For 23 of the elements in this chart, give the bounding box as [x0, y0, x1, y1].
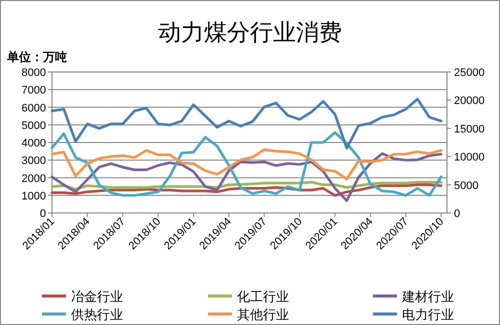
y2-tick-label: 20000: [454, 95, 485, 108]
y-tick-label: 6000: [22, 102, 46, 114]
y-axis-title: 单位：万吨: [6, 50, 67, 64]
y-tick-label: 4000: [22, 138, 46, 150]
y-tick-label: 8000: [22, 67, 46, 79]
legend-label: 冶金行业: [71, 289, 123, 304]
y2-tick-label: 0: [454, 208, 460, 220]
legend-label: 化工行业: [237, 289, 289, 304]
y-tick-label: 3000: [22, 155, 46, 168]
legend-label: 建材行业: [401, 289, 454, 304]
y2-tick-label: 5000: [454, 180, 478, 192]
y-tick-label: 1000: [22, 190, 46, 202]
y-tick-label: 0: [40, 208, 46, 220]
chart-title: 动力煤分行业消费: [158, 20, 342, 45]
legend-label: 供热行业: [71, 307, 123, 322]
y2-tick-label: 15000: [454, 123, 485, 136]
y-tick-label: 7000: [22, 84, 46, 97]
y-tick-label: 5000: [22, 120, 46, 132]
y2-tick-label: 25000: [454, 67, 485, 79]
y2-tick-label: 10000: [454, 152, 485, 164]
y-tick-label: 2000: [22, 172, 46, 185]
legend-label: 其他行业: [237, 307, 289, 322]
legend-label: 电力行业: [402, 307, 454, 322]
